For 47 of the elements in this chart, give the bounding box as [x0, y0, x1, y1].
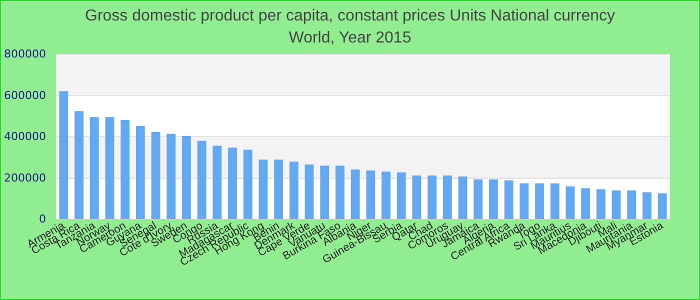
bar — [442, 175, 452, 219]
bar — [304, 164, 314, 219]
bar — [566, 186, 575, 219]
bar — [59, 91, 68, 219]
y-tick-label: 0 — [38, 212, 46, 226]
y-tick-label: 800000 — [4, 48, 46, 60]
bar — [366, 170, 376, 219]
chart-title: Gross domestic product per capita, constant prices Units National currency — [84, 8, 616, 24]
bar — [504, 180, 514, 219]
bar — [197, 140, 206, 219]
bar — [520, 183, 529, 219]
bar — [105, 117, 114, 219]
bar — [336, 166, 344, 219]
bar — [627, 190, 636, 219]
chart-subtitle: World, Year 2015 — [288, 30, 412, 46]
bar — [658, 193, 667, 219]
bar — [243, 150, 252, 219]
bar — [458, 176, 468, 219]
bar — [182, 136, 191, 219]
bar — [474, 179, 483, 219]
bar — [350, 170, 360, 219]
bar — [289, 162, 298, 219]
bar — [581, 188, 590, 219]
bar — [151, 132, 160, 219]
y-tick-label: 600000 — [4, 88, 46, 102]
bar — [120, 120, 130, 219]
bar — [274, 160, 284, 219]
bar — [489, 179, 498, 219]
bar — [612, 190, 621, 219]
bar — [642, 192, 652, 219]
bar — [90, 117, 99, 219]
bar — [228, 148, 237, 219]
bar — [212, 146, 222, 219]
y-tick-label: 200000 — [4, 171, 46, 184]
y-tick-label: 400000 — [4, 130, 46, 143]
bar — [550, 183, 560, 219]
bar — [382, 172, 390, 219]
bar — [596, 189, 606, 219]
bar — [396, 172, 406, 219]
bar — [428, 175, 437, 219]
bar — [74, 111, 84, 219]
bar — [136, 126, 145, 219]
bar — [320, 166, 330, 219]
bar — [535, 183, 544, 219]
bar — [258, 160, 268, 219]
bar — [412, 175, 422, 219]
bar — [166, 134, 176, 219]
